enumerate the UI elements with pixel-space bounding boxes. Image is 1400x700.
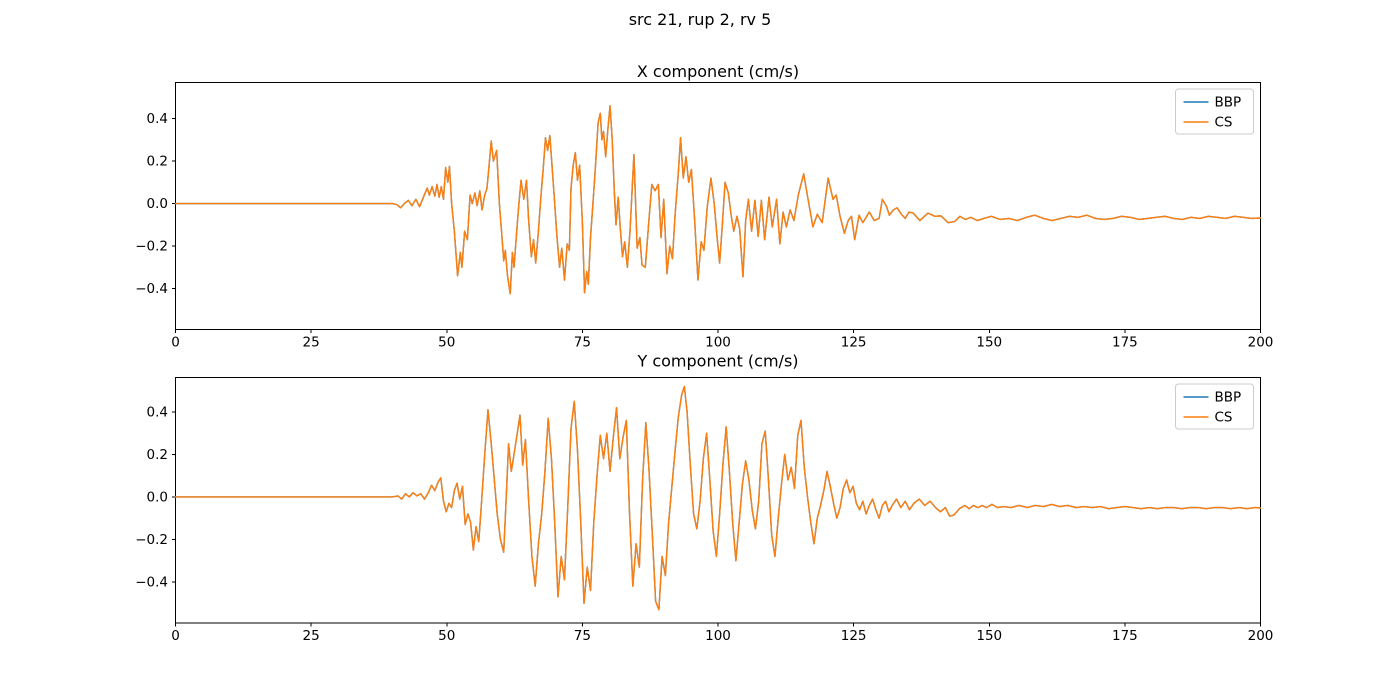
- x-tick-label: 0: [171, 335, 180, 351]
- legend: BBP CS: [1175, 383, 1254, 430]
- x-tick-label: 0: [171, 628, 180, 644]
- x-tick-label: 75: [574, 628, 591, 644]
- x-tick-label: 100: [705, 335, 731, 351]
- legend-label-bbp: BBP: [1215, 390, 1242, 406]
- x-tick-label: 25: [303, 335, 320, 351]
- y-tick-label: 0.0: [147, 489, 168, 505]
- legend: BBP CS: [1175, 88, 1254, 135]
- x-tick-label: 75: [574, 335, 591, 351]
- figure-suptitle: src 21, rup 2, rv 5: [629, 10, 772, 29]
- x-tick-label: 150: [976, 628, 1002, 644]
- legend-label-cs: CS: [1215, 410, 1233, 426]
- chart-y-title: Y component (cm/s): [636, 352, 798, 371]
- legend-label-cs: CS: [1215, 115, 1233, 131]
- y-tick-label: 0.2: [147, 154, 168, 170]
- legend-label-bbp: BBP: [1215, 95, 1242, 111]
- x-tick-label: 50: [438, 335, 455, 351]
- x-tick-label: 200: [1248, 335, 1274, 351]
- y-tick-label: −0.2: [135, 532, 168, 548]
- cs-line: [174, 105, 1262, 295]
- axes-frame: [175, 82, 1261, 330]
- x-tick-label: 125: [841, 628, 867, 644]
- x-tick-label: 175: [1112, 628, 1138, 644]
- x-tick-label: 150: [976, 335, 1002, 351]
- x-tick-label: 200: [1248, 628, 1274, 644]
- x-tick-label: 100: [705, 628, 731, 644]
- axes-frame: [175, 377, 1261, 624]
- x-tick-label: 125: [841, 335, 867, 351]
- y-tick-label: −0.2: [135, 239, 168, 255]
- x-tick-label: 50: [438, 628, 455, 644]
- chart-x-component: 0 25 50 75 100 125 150 175 200 0.4 0.2 0.0 −0.2 −0.4 B…: [135, 82, 1274, 351]
- y-tick-label: 0.2: [147, 447, 168, 463]
- y-tick-label: 0.4: [147, 111, 168, 127]
- chart-x-title: X component (cm/s): [637, 62, 799, 81]
- chart-y-component: 0 25 50 75 100 125 150 175 200 0.4 0.2 0.0 −0.2 −0.4 B…: [135, 377, 1274, 644]
- x-tick-label: 175: [1112, 335, 1138, 351]
- y-tick-label: −0.4: [135, 281, 168, 297]
- y-tick-label: 0.4: [147, 404, 168, 420]
- y-tick-label: −0.4: [135, 574, 168, 590]
- x-tick-label: 25: [303, 628, 320, 644]
- y-tick-label: 0.0: [147, 196, 168, 212]
- cs-line: [174, 385, 1262, 611]
